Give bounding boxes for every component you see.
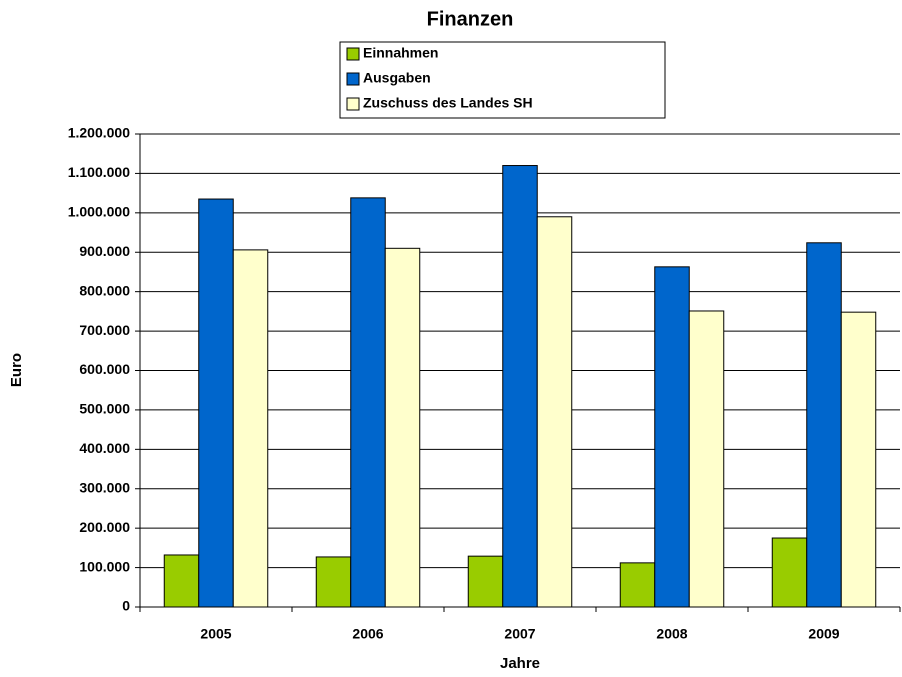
x-tick-label: 2006 [352, 626, 383, 642]
chart-title: Finanzen [427, 8, 514, 30]
y-axis-label: Euro [8, 353, 25, 387]
y-tick-label: 700.000 [79, 322, 130, 338]
bar [502, 165, 538, 608]
bar [315, 556, 352, 608]
legend-swatch [346, 47, 360, 61]
legend-label: Einnahmen [363, 45, 438, 61]
x-axis-label: Jahre [500, 655, 540, 672]
bar [467, 555, 504, 608]
y-tick-label: 600.000 [79, 361, 130, 377]
y-tick-label: 1.000.000 [68, 204, 130, 220]
y-tick-label: 200.000 [79, 519, 130, 535]
x-tick-label: 2008 [656, 626, 687, 642]
bar [536, 216, 573, 608]
legend-label: Zuschuss des Landes SH [363, 95, 533, 111]
bar [840, 311, 877, 608]
bar [654, 266, 690, 608]
y-tick-label: 400.000 [79, 440, 130, 456]
bar [350, 197, 386, 608]
bar [384, 247, 421, 608]
y-tick-label: 100.000 [79, 558, 130, 574]
x-tick-label: 2005 [200, 626, 231, 642]
y-tick-label: 900.000 [79, 243, 130, 259]
y-tick-label: 1.100.000 [68, 164, 130, 180]
x-tick-label: 2009 [808, 626, 839, 642]
y-tick-label: 500.000 [79, 401, 130, 417]
bar [232, 249, 269, 608]
bar [806, 242, 842, 608]
y-tick-label: 1.200.000 [68, 125, 130, 141]
bar [163, 554, 200, 608]
bar [771, 537, 808, 608]
bar [198, 198, 234, 608]
legend-box [339, 41, 666, 119]
bar [688, 310, 725, 608]
legend-swatch [346, 72, 360, 86]
legend-label: Ausgaben [363, 70, 431, 86]
y-tick-label: 800.000 [79, 282, 130, 298]
bar [619, 562, 656, 608]
legend-swatch [346, 97, 360, 111]
y-tick-label: 0 [122, 598, 130, 614]
x-tick-label: 2007 [504, 626, 535, 642]
y-tick-label: 300.000 [79, 479, 130, 495]
